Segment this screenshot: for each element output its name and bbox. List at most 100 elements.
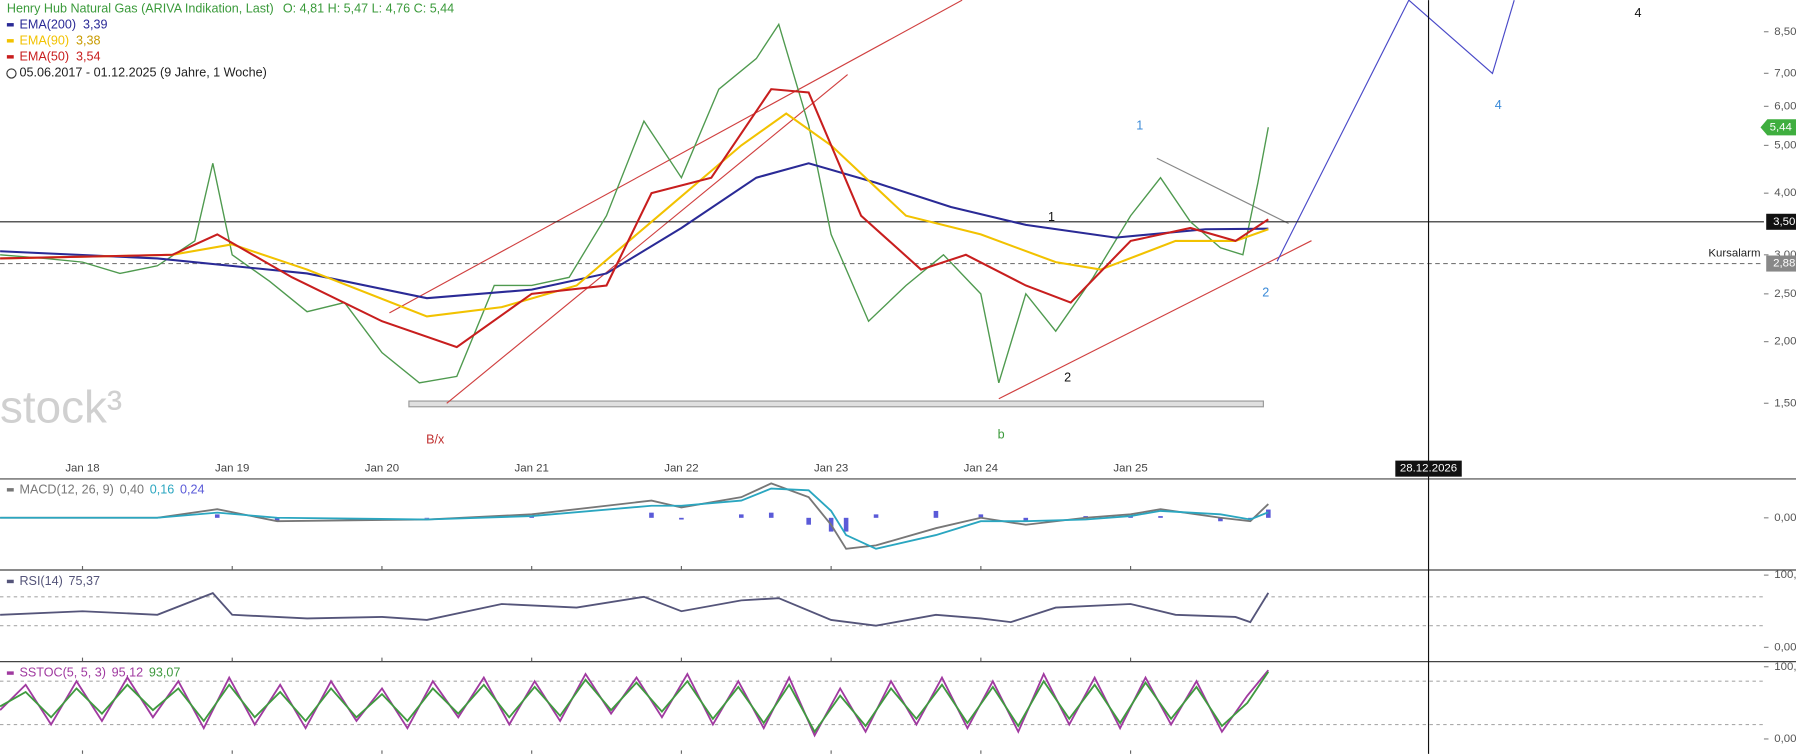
watermark: stock³ xyxy=(0,381,122,432)
legend-text: 3,39 xyxy=(83,18,107,32)
histogram-bar xyxy=(806,517,811,525)
indicator-line xyxy=(0,671,1270,734)
clock-icon xyxy=(6,68,17,79)
legend-text: 93,07 xyxy=(149,666,180,680)
y-tick-label: 7,00 xyxy=(1774,67,1796,79)
y-tick-label: 100,00 xyxy=(1774,661,1796,673)
x-tick-label: Jan 18 xyxy=(65,463,99,475)
last-price-tag xyxy=(1760,119,1796,136)
x-tick-label: Jan 19 xyxy=(215,463,249,475)
y-tick-label: 0,00 xyxy=(1774,512,1796,524)
legend-row: EMA(90) 3,38 xyxy=(19,34,100,48)
histogram-bar xyxy=(1158,516,1163,518)
x-tick-label: Jan 22 xyxy=(664,463,698,475)
legend-text: EMA(50) xyxy=(19,50,69,64)
histogram-bar xyxy=(873,514,879,518)
ema-line xyxy=(0,162,1269,300)
y-tick-label: 2,50 xyxy=(1774,288,1796,300)
y-tick-label: 0,00 xyxy=(1774,733,1796,745)
channel-bottom xyxy=(446,74,848,404)
y-tick-label: 0,00 xyxy=(1774,641,1796,653)
last-price-label: 5,44 xyxy=(1770,121,1793,133)
legend-swatch xyxy=(6,579,14,584)
date-tag xyxy=(1395,460,1462,477)
wave-label: B/x xyxy=(426,432,445,446)
histogram-bar xyxy=(1023,517,1029,522)
legend-text: 0,16 xyxy=(150,483,174,497)
x-tick-label: Jan 24 xyxy=(964,463,999,475)
price-line xyxy=(0,22,1269,384)
histogram-bar xyxy=(978,514,984,518)
histogram-bar xyxy=(679,517,684,520)
y-tick-label: 100,00 xyxy=(1774,569,1796,581)
y-tick-label: 6,00 xyxy=(1774,100,1796,112)
y-tick-label: 2,00 xyxy=(1774,336,1796,348)
triangle-top xyxy=(1156,157,1289,225)
level-tag xyxy=(1766,213,1796,230)
legend-text: 3,54 xyxy=(76,50,100,64)
x-tick-label: Jan 20 xyxy=(365,463,399,475)
level-tag xyxy=(1766,255,1796,272)
legend-row: Henry Hub Natural Gas (ARIVA Indikation,… xyxy=(7,2,454,16)
channel-top xyxy=(389,0,963,314)
legend-row: SSTOC(5, 5, 3) 95,12 93,07 xyxy=(19,666,180,680)
y-tick-label: 8,50 xyxy=(1774,26,1796,38)
support-zone xyxy=(408,400,1264,408)
legend-text: EMA(90) xyxy=(19,34,69,48)
y-tick-label: 1,50 xyxy=(1774,397,1796,409)
indicator-line xyxy=(0,487,1269,550)
wave-label: 2 xyxy=(1064,370,1071,384)
triangle-bottom xyxy=(998,240,1312,400)
x-tick-label: Jan 23 xyxy=(814,463,848,475)
histogram-bar xyxy=(649,512,654,518)
legend-row: RSI(14) 75,37 xyxy=(19,574,100,588)
histogram-bar xyxy=(933,510,939,518)
annotations: 1 2 1 2 4 4 B/x b xyxy=(426,6,1641,446)
histogram-bar xyxy=(274,517,280,522)
wave-label: b xyxy=(998,428,1005,442)
legend-row: 05.06.2017 - 01.12.2025 (9 Jahre, 1 Woch… xyxy=(19,66,266,80)
legend-text: 95,12 xyxy=(112,666,143,680)
legend-text: 3,38 xyxy=(76,34,100,48)
legend-swatch xyxy=(6,671,14,675)
legend-text: 05.06.2017 - 01.12.2025 (9 Jahre, 1 Woch… xyxy=(19,66,266,80)
level-label: 2,88 xyxy=(1773,258,1795,270)
indicator-line xyxy=(0,592,1270,627)
legend-swatch xyxy=(6,488,14,492)
projection xyxy=(1276,0,1515,262)
histogram-bar xyxy=(1266,509,1271,518)
ema-line xyxy=(0,112,1269,318)
histogram-bar xyxy=(843,517,849,532)
legend-text: 0,24 xyxy=(180,483,204,497)
legend-text: Henry Hub Natural Gas (ARIVA Indikation,… xyxy=(7,2,274,16)
legend-text: RSI(14) xyxy=(19,574,62,588)
legend-text: O: 4,81 H: 5,47 L: 4,76 C: 5,44 xyxy=(283,2,454,16)
x-tick-label: Jan 25 xyxy=(1113,463,1147,475)
legend-swatch xyxy=(6,23,14,27)
legend-text: SSTOC(5, 5, 3) xyxy=(19,666,105,680)
legend-swatch xyxy=(6,39,14,43)
wave-label: 4 xyxy=(1634,6,1641,20)
panel-separators xyxy=(0,478,1796,663)
y-tick-label: 5,00 xyxy=(1774,139,1796,151)
histogram-bar xyxy=(214,514,220,518)
histogram-bar xyxy=(1218,517,1223,522)
legend-row: EMA(200) 3,39 xyxy=(19,18,107,32)
wave-label: 1 xyxy=(1136,118,1143,132)
y-tick-label: 4,00 xyxy=(1774,187,1796,199)
histogram-bar xyxy=(424,517,430,519)
wave-label: 4 xyxy=(1495,98,1502,112)
wave-label: 2 xyxy=(1262,286,1269,300)
legend-swatch xyxy=(6,55,14,59)
legend-row: EMA(50) 3,54 xyxy=(19,50,100,64)
legend-row: MACD(12, 26, 9) 0,40 0,16 0,24 xyxy=(19,483,204,497)
histogram-bar xyxy=(739,514,744,518)
indicator-line xyxy=(0,482,1269,550)
histogram-bar xyxy=(768,512,774,518)
wave-label: 1 xyxy=(1048,210,1055,224)
legend-text: MACD(12, 26, 9) xyxy=(19,483,113,497)
legend-text: 75,37 xyxy=(69,574,100,588)
legend-text: EMA(200) xyxy=(19,18,76,32)
